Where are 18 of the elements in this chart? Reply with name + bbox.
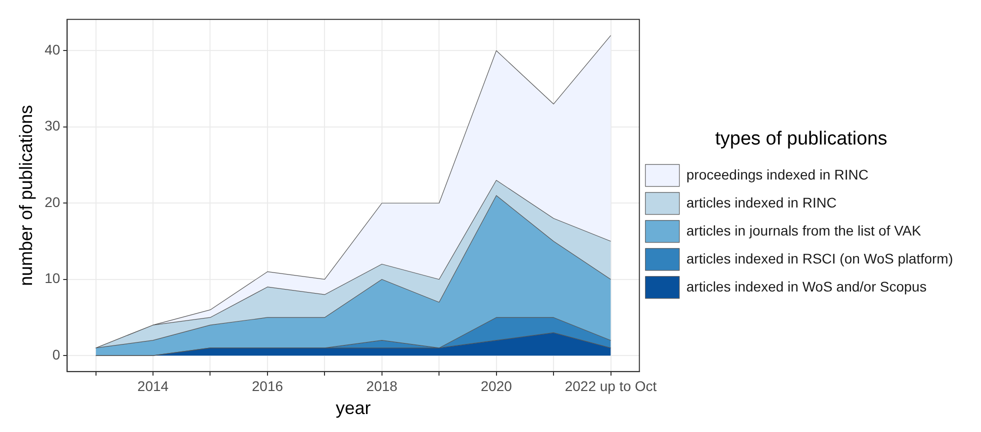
y-tick-label: 10: [44, 270, 60, 286]
legend-label: proceedings indexed in RINC: [686, 166, 868, 182]
y-tick-label: 0: [52, 346, 60, 362]
legend-label: articles indexed in RSCI (on WoS platform): [686, 250, 954, 266]
x-tick-label: 2016: [252, 378, 284, 394]
y-tick-label: 30: [44, 118, 60, 134]
y-tick-label: 40: [44, 42, 60, 58]
x-tick-label: 2018: [366, 378, 398, 394]
x-tick-label: 2022 up to Oct: [564, 378, 657, 394]
x-tick-label: 2020: [480, 378, 512, 394]
legend-label: articles indexed in WoS and/or Scopus: [686, 278, 927, 294]
legend-title: types of publications: [715, 128, 888, 150]
y-tick-label: 20: [44, 194, 60, 210]
legend-label: articles indexed in RINC: [686, 194, 837, 210]
x-axis-title: year: [336, 398, 371, 418]
legend-label: articles in journals from the list of VAK: [686, 222, 922, 238]
x-tick-label: 2014: [137, 378, 169, 394]
y-axis-title: number of publications: [16, 104, 36, 286]
